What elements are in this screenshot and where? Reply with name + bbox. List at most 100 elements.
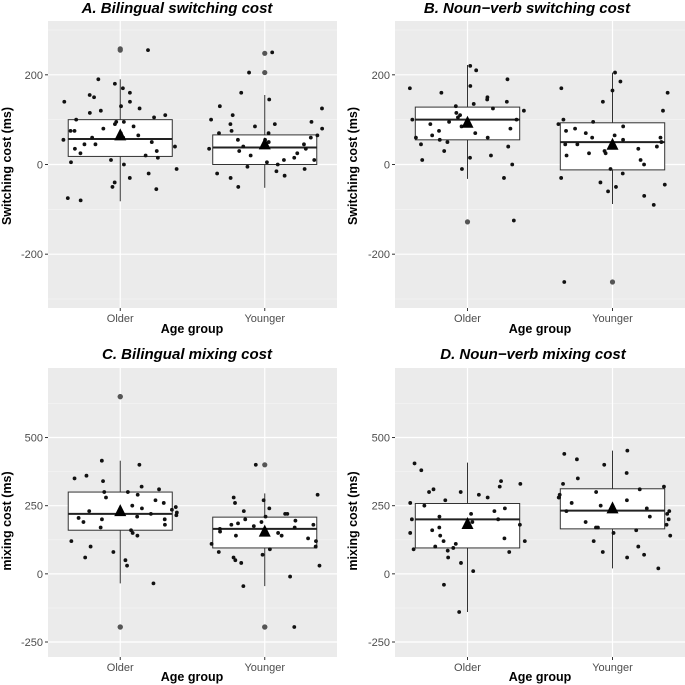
panel-a-outlier: [262, 50, 268, 56]
panel-b-point: [573, 126, 577, 131]
panel-c-xtick-label: Younger: [244, 662, 285, 674]
panel-c-point: [234, 533, 238, 538]
panel-b-point: [407, 86, 412, 91]
panel-d-point: [497, 484, 502, 489]
panel-a-point: [101, 126, 106, 131]
panel-c-point: [292, 625, 297, 629]
panel-d-point: [437, 525, 442, 530]
panel-a-point: [120, 86, 125, 91]
panel-b-point: [587, 151, 591, 156]
panel-a-point: [282, 158, 286, 162]
panel-c-ytick-label: 0: [37, 569, 43, 581]
panel-c-point: [88, 544, 93, 549]
panel-b-point: [468, 63, 473, 68]
panel-a-point: [215, 171, 220, 176]
panel-c-point: [279, 533, 284, 538]
panel-c-point: [229, 522, 234, 527]
panel-c-point: [162, 517, 167, 522]
panel-d-ytick-label: 0: [384, 569, 390, 581]
panel-a-point: [109, 158, 113, 162]
panel-b-ylabel: Switching cost (ms): [346, 107, 360, 225]
panel-a-point: [72, 128, 77, 133]
panel-d-point: [430, 528, 435, 533]
panel-a-point: [112, 180, 117, 185]
panel-d-point: [471, 569, 476, 574]
panel-a-point: [72, 146, 77, 151]
panel-b-point: [561, 117, 566, 122]
panel-c-point: [233, 501, 237, 505]
panel-c: C. Bilingual mixing cost -250 0 250 500 Olde…: [0, 346, 337, 684]
panel-b-point: [608, 167, 613, 171]
panel-a-point: [90, 135, 95, 140]
panel-b-title: B. Noun−verb switching cost: [424, 0, 631, 17]
panel-c-point: [251, 524, 256, 529]
panel-b-point: [642, 193, 647, 198]
panel-c-point: [135, 533, 140, 538]
panel-a-point: [217, 104, 222, 109]
panel-b-point: [662, 182, 667, 187]
panel-a-point: [154, 187, 159, 192]
panel-d-ytick-label: 500: [372, 433, 390, 445]
panel-b-point: [658, 135, 663, 140]
panel-c-point: [72, 476, 77, 481]
panel-c-outlier: [262, 462, 268, 468]
panel-b-point: [562, 280, 567, 284]
panel-c-point: [125, 563, 129, 568]
panel-c-point: [233, 558, 238, 563]
panel-b-point: [420, 158, 425, 162]
panel-a-point: [266, 140, 271, 144]
panel-c-point: [139, 484, 144, 489]
panel-b-point: [575, 142, 580, 147]
panel-a-point: [272, 122, 277, 127]
panel-c-ylabel: mixing cost (ms): [0, 471, 14, 570]
panel-c-point: [135, 514, 140, 519]
panel-b-point: [559, 86, 564, 91]
panel-c-point: [87, 509, 92, 514]
panel-b-point: [506, 144, 511, 149]
panel-a-point: [217, 131, 221, 136]
panel-d-point: [492, 509, 497, 514]
panel-d-xlabel: Age group: [509, 670, 572, 684]
panel-a-point: [149, 140, 154, 144]
panel-b-point: [606, 189, 610, 194]
panel-d-point: [642, 552, 646, 557]
panel-c-ytick-label: 250: [25, 501, 43, 513]
panel-a-point: [128, 90, 132, 95]
panel-a-point: [98, 108, 103, 113]
panel-a-point: [270, 50, 275, 55]
panel-c-point: [170, 507, 174, 512]
panel-b-point: [460, 167, 464, 171]
panel-b-point: [502, 176, 506, 180]
panel-a-mean-marker: [114, 128, 127, 141]
panel-b-point: [642, 162, 646, 167]
panel-a-point: [78, 151, 83, 156]
panel-d-point: [409, 517, 414, 522]
panel-a-xtick-label: Younger: [244, 313, 285, 325]
panel-d-point: [437, 514, 442, 519]
panel-c-point: [151, 581, 156, 586]
panel-a-point: [309, 119, 314, 124]
panel-b-point: [414, 135, 418, 140]
panel-a-point: [65, 196, 70, 201]
panel-d-point: [408, 501, 413, 505]
panel-b-point: [603, 151, 608, 156]
panel-a-point: [320, 126, 325, 131]
panel-a-point: [241, 144, 246, 149]
panel-a-ylabel: Switching cost (ms): [0, 107, 14, 225]
panel-a-point: [136, 133, 141, 138]
panel-c-point: [311, 522, 316, 527]
panel-b-point: [613, 70, 617, 75]
panel-a-point: [302, 167, 307, 171]
panel-b-point: [511, 218, 516, 223]
panel-b-point: [428, 122, 433, 127]
panel-d-point: [591, 539, 596, 544]
panel-d-point: [668, 533, 673, 538]
panel-a-point: [87, 111, 92, 115]
panel-d-point: [667, 509, 672, 514]
panel-c-point: [123, 558, 128, 563]
panel-a-point: [93, 142, 98, 147]
panel-d-point: [625, 448, 630, 453]
panel-d-point: [624, 471, 629, 475]
panel-c-point: [84, 473, 89, 478]
panel-c-point: [99, 458, 104, 463]
